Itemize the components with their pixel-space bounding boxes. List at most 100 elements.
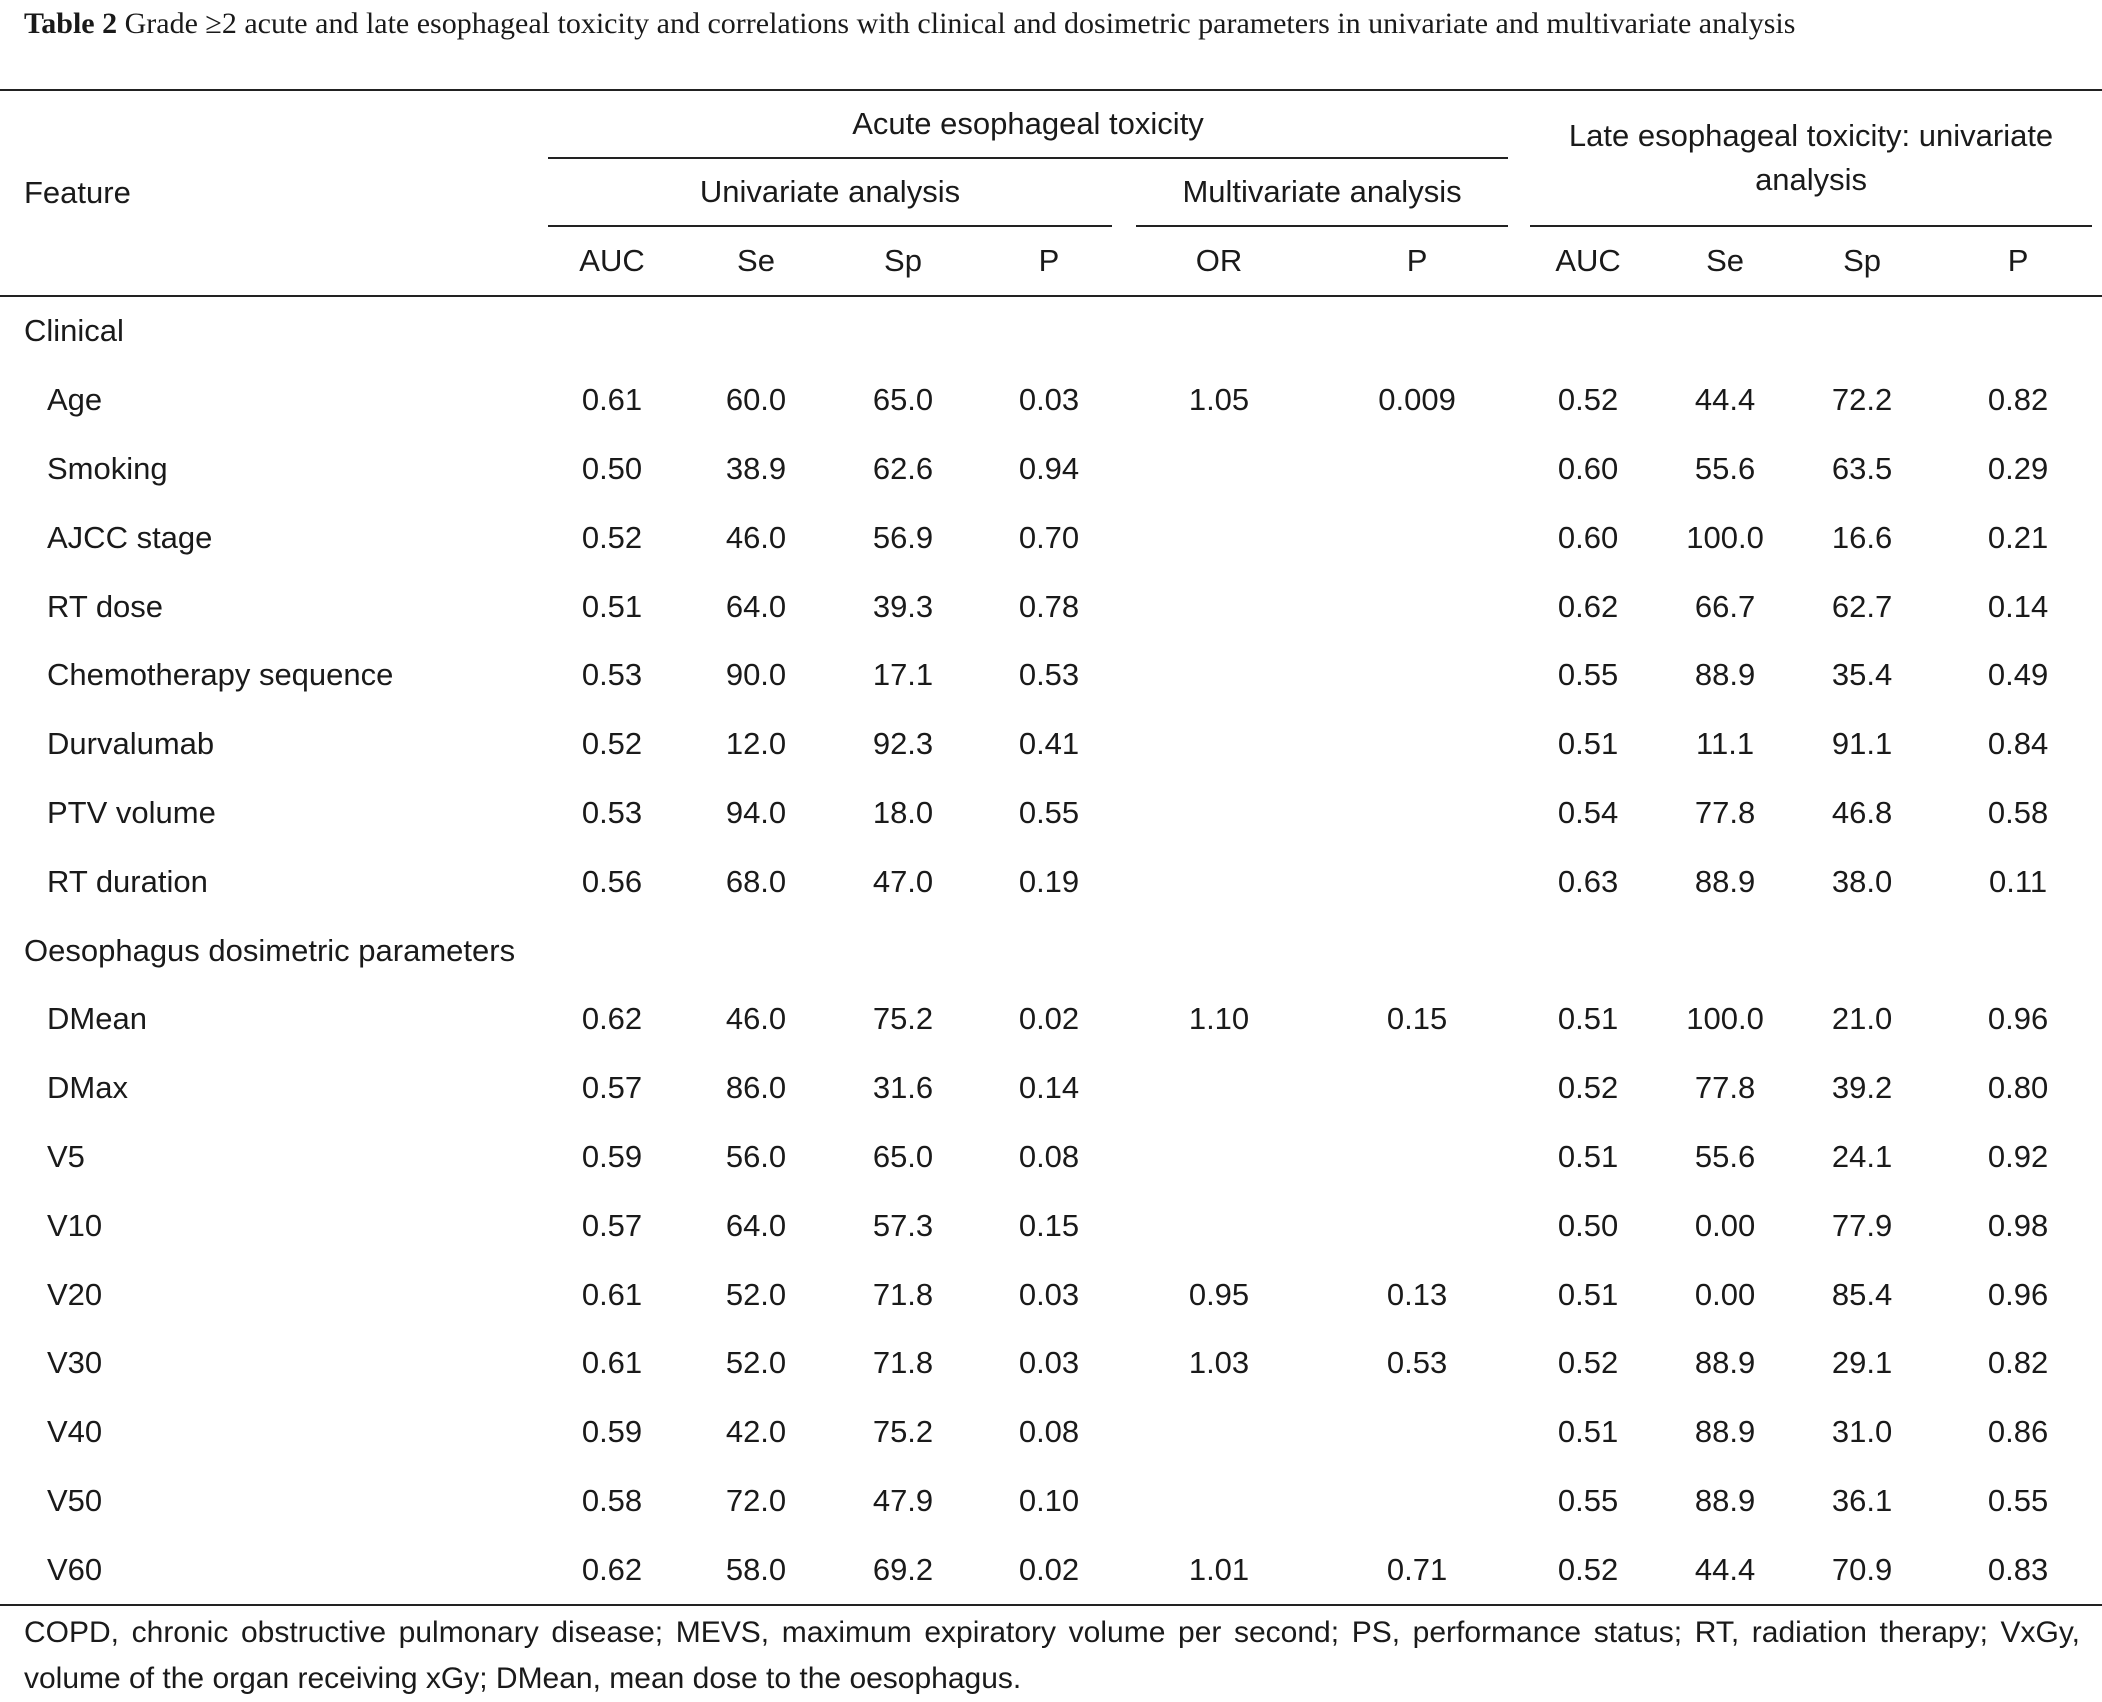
table-row: V60 0.62 58.0 69.2 0.02 1.01 0.71 0.52 44.4 70.9 0… [0,1535,2102,1607]
value-cell-u-p: 0.02 [1018,1001,1080,1037]
section-row: Clinical [0,296,2102,366]
value-cell-u-p: 0.41 [1018,726,1080,762]
value-cell-l-p: 0.49 [1987,657,2049,693]
value-cell-l-se: 100.0 [1686,519,1764,555]
value-cell-u-p: 0.08 [1018,1414,1080,1450]
value-cell-l-p: 0.84 [1987,726,2049,762]
table-row: DMax 0.57 86.0 31.6 0.14 0.52 77.8 39.2 0.80 [0,1054,2102,1123]
value-cell-m-p [1318,847,1516,916]
value-cell-u-p: 0.03 [1018,1345,1080,1381]
value-cell-l-se: 0.00 [1694,1207,1756,1243]
value-cell-m-or: 1.10 [1188,1001,1250,1037]
value-cell-l-p: 0.82 [1987,382,2049,418]
section-label-dosimetric: Oesophagus dosimetric parameters [24,932,516,968]
feature-name-cell: V5 [47,1138,85,1174]
value-cell-u-sp: 65.0 [872,1138,934,1174]
late-sp-header: Sp [1843,243,1882,278]
table-row: V50 0.58 72.0 47.9 0.10 0.55 88.9 36.1 0.55 [0,1467,2102,1536]
value-cell-u-sp: 75.2 [872,1414,934,1450]
value-cell-u-p: 0.53 [1018,657,1080,693]
value-cell-l-auc: 0.54 [1557,794,1619,830]
table-row: RT dose 0.51 64.0 39.3 0.78 0.62 66.7 62.7 0.14 [0,572,2102,641]
value-cell-l-sp: 70.9 [1790,1535,1935,1607]
value-cell-l-se: 100.0 [1686,1001,1764,1037]
value-cell-l-se: 44.4 [1660,1535,1791,1607]
value-cell-m-or: 1.05 [1188,382,1250,418]
value-cell-u-auc: 0.57 [581,1070,643,1106]
value-cell-l-p: 0.11 [1989,863,2048,899]
value-cell-l-auc: 0.60 [1557,519,1619,555]
value-cell-u-auc: 0.62 [581,1001,643,1037]
value-cell-l-p: 0.80 [1987,1070,2049,1106]
value-cell-l-se: 11.1 [1696,726,1755,762]
value-cell-l-se: 88.9 [1694,1414,1756,1450]
value-cell-l-se: 88.9 [1694,863,1756,899]
table-caption-text: Grade ≥2 acute and late esophageal toxic… [124,7,1796,40]
table-row: DMean 0.62 46.0 75.2 0.02 1.10 0.15 0.51 100.0 21… [0,985,2102,1054]
value-cell-m-or [1120,1191,1318,1260]
value-cell-l-sp: 46.8 [1831,794,1893,830]
univariate-se-header: Se [737,243,775,278]
value-cell-m-p [1318,572,1516,641]
value-cell-l-sp: 77.9 [1831,1207,1893,1243]
value-cell-u-auc: 0.52 [581,726,643,762]
value-cell-l-sp: 31.0 [1831,1414,1893,1450]
value-cell-l-p: 0.55 [1987,1482,2049,1518]
value-cell-l-auc: 0.52 [1557,382,1619,418]
value-cell-l-se: 77.8 [1694,794,1756,830]
value-cell-l-p: 0.29 [1987,450,2049,486]
table-row: V5 0.59 56.0 65.0 0.08 0.51 55.6 24.1 0.92 [0,1123,2102,1192]
value-cell-u-auc: 0.61 [581,1345,643,1381]
value-cell-l-auc: 0.51 [1557,1001,1619,1037]
value-cell-l-auc: 0.63 [1557,863,1619,899]
table-row: Age 0.61 60.0 65.0 0.03 1.05 0.009 0.52 44.4 72.2… [0,366,2102,435]
value-cell-u-auc: 0.56 [581,863,643,899]
value-cell-m-or [1120,641,1318,710]
value-cell-m-p: 0.15 [1386,1001,1448,1037]
value-cell-m-p [1318,1123,1516,1192]
value-cell-l-auc: 0.62 [1557,588,1619,624]
value-cell-l-auc: 0.52 [1557,1070,1619,1106]
value-cell-u-se: 68.0 [725,863,787,899]
univariate-auc-header: AUC [579,243,645,278]
feature-name-cell: RT dose [47,588,164,624]
table-row: PTV volume 0.53 94.0 18.0 0.55 0.54 77.8 46.8 0.… [0,779,2102,848]
value-cell-l-se: 88.9 [1694,657,1756,693]
acute-toxicity-group-header: Acute esophageal toxicity [548,91,1509,159]
value-cell-u-se: 52.0 [725,1276,787,1312]
late-se-header: Se [1706,243,1745,278]
value-cell-u-sp: 47.9 [872,1482,934,1518]
value-cell-l-p: 0.86 [1987,1414,2049,1450]
value-cell-l-se: 55.6 [1694,450,1756,486]
univariate-p-header: P [1038,243,1060,278]
table-body: Clinical Age 0.61 60.0 65.0 0.03 1.05 0.009 0.5… [0,296,2102,1607]
value-cell-l-se: 44.4 [1694,382,1756,418]
value-cell-l-p: 0.58 [1987,794,2049,830]
value-cell-m-or [1120,710,1318,779]
value-cell-u-sp: 69.2 [828,1535,978,1607]
feature-name-cell: Age [47,382,103,418]
value-cell-u-auc: 0.59 [581,1138,643,1174]
feature-name-cell: V60 [0,1535,540,1607]
multivariate-header: Multivariate analysis [1136,159,1509,227]
value-cell-l-se: 66.7 [1694,588,1756,624]
value-cell-u-auc: 0.61 [581,382,643,418]
value-cell-l-auc: 0.52 [1516,1535,1661,1607]
value-cell-m-or: 0.95 [1188,1276,1250,1312]
value-cell-m-or [1120,503,1318,572]
value-cell-u-sp: 71.8 [872,1276,934,1312]
value-cell-l-sp: 62.7 [1831,588,1893,624]
multivariate-p-header: P [1406,243,1428,278]
value-cell-u-p: 0.55 [1018,794,1080,830]
value-cell-m-or: 1.03 [1188,1345,1250,1381]
feature-name-cell: PTV volume [47,794,216,830]
value-cell-u-auc: 0.53 [581,657,643,693]
feature-name-cell: V50 [47,1482,103,1518]
table-row: RT duration 0.56 68.0 47.0 0.19 0.63 88.9 38.0 0… [0,847,2102,916]
value-cell-u-p: 0.03 [1018,382,1080,418]
value-cell-m-or [1120,847,1318,916]
table-caption: Table 2 Grade ≥2 acute and late esophage… [24,2,2080,46]
value-cell-m-p: 0.13 [1386,1276,1448,1312]
feature-column-header: Feature [0,90,540,297]
value-cell-u-se: 46.0 [725,519,787,555]
